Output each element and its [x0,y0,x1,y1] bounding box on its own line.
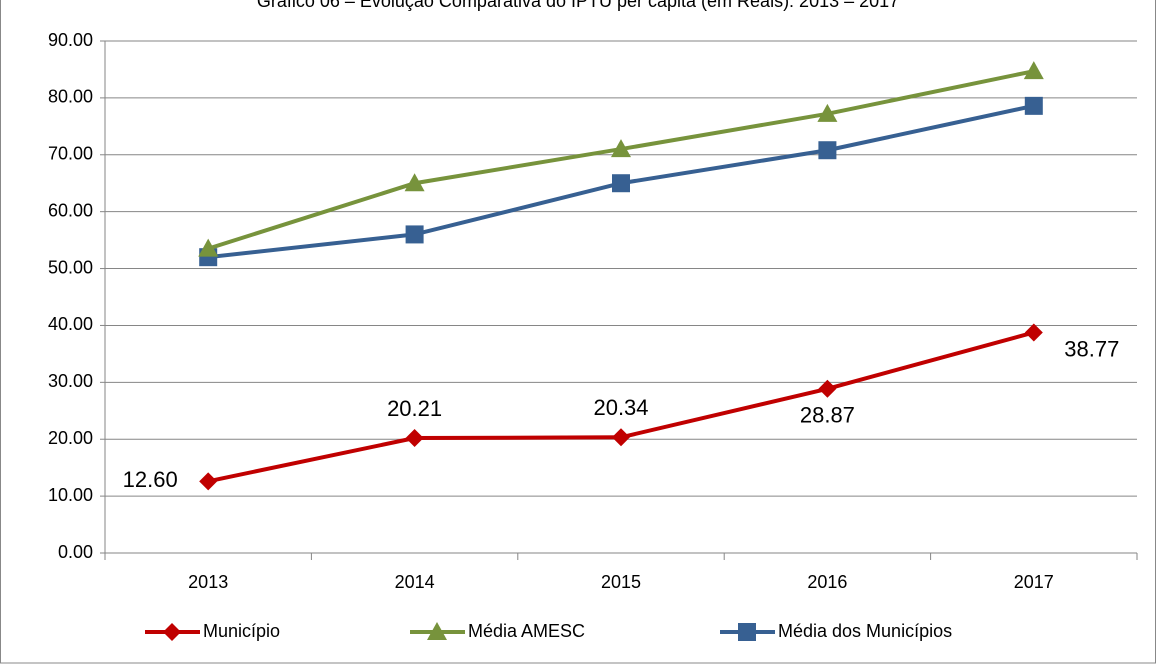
x-tick-label: 2016 [807,572,847,592]
x-tick-label: 2017 [1014,572,1054,592]
data-label: 20.21 [387,396,442,421]
marker [1023,61,1044,80]
marker [612,428,630,447]
marker [611,139,631,158]
data-label: 20.34 [593,395,648,420]
x-tick-label: 2015 [601,572,641,592]
marker [163,623,181,641]
y-tick-label: 50.00 [48,257,93,277]
marker [1024,96,1043,115]
y-tick-label: 70.00 [48,144,93,164]
y-tick-label: 30.00 [48,371,93,391]
marker [405,225,424,244]
data-label: 28.87 [800,403,855,428]
marker [198,238,219,257]
marker [738,623,756,641]
chart-title: Gráfico 06 – Evolução Comparativa do IPT… [257,0,899,11]
data-label: 38.77 [1064,336,1119,361]
marker [818,141,837,160]
x-tick-label: 2013 [188,572,228,592]
marker [199,472,218,491]
y-tick-label: 20.00 [48,428,93,448]
y-tick-label: 60.00 [48,200,93,220]
marker [405,429,424,448]
marker [818,379,837,398]
marker [817,103,838,122]
marker [404,173,425,192]
y-tick-label: 10.00 [48,485,93,505]
legend-label: Média AMESC [468,621,585,641]
y-tick-label: 0.00 [58,542,93,562]
marker [612,174,630,193]
data-label: 12.60 [123,467,178,492]
x-tick-label: 2014 [395,572,435,592]
legend-label: Média dos Municípios [778,621,952,641]
marker [1024,323,1043,342]
legend-label: Município [203,621,280,641]
y-tick-label: 80.00 [48,87,93,107]
y-tick-label: 40.00 [48,314,93,334]
y-tick-label: 90.00 [48,30,93,50]
marker [427,622,447,640]
